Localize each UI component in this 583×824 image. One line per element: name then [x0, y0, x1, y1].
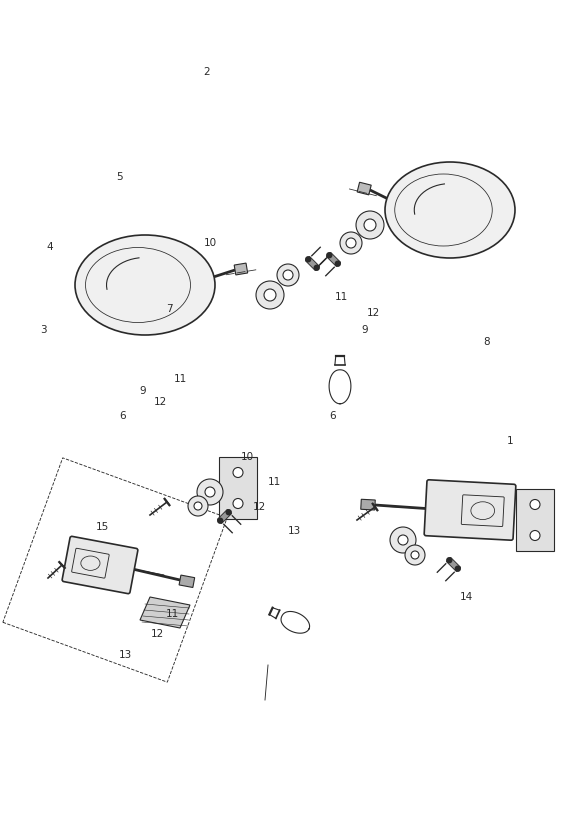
Polygon shape [217, 509, 231, 523]
Circle shape [194, 502, 202, 510]
Text: 13: 13 [288, 527, 301, 536]
Circle shape [256, 281, 284, 309]
Circle shape [356, 211, 384, 239]
Circle shape [530, 531, 540, 541]
Text: 11: 11 [166, 609, 178, 619]
Text: 10: 10 [203, 238, 216, 248]
Text: 7: 7 [166, 304, 173, 314]
Text: 8: 8 [483, 337, 490, 347]
Text: 4: 4 [46, 242, 53, 252]
Text: 5: 5 [116, 172, 123, 182]
Polygon shape [140, 597, 190, 628]
Circle shape [283, 270, 293, 280]
Circle shape [205, 487, 215, 497]
Circle shape [390, 527, 416, 553]
Circle shape [340, 232, 362, 254]
Polygon shape [516, 489, 554, 551]
Circle shape [335, 261, 340, 266]
Text: 9: 9 [361, 325, 368, 335]
Polygon shape [234, 263, 248, 275]
FancyBboxPatch shape [424, 480, 516, 541]
Text: 12: 12 [367, 308, 380, 318]
Circle shape [447, 558, 452, 563]
Text: 11: 11 [268, 477, 280, 487]
Polygon shape [179, 575, 195, 588]
Text: 10: 10 [241, 452, 254, 462]
Circle shape [364, 219, 376, 231]
Circle shape [327, 253, 332, 258]
Text: 15: 15 [96, 522, 108, 532]
Text: 6: 6 [329, 411, 336, 421]
Text: 12: 12 [253, 502, 266, 512]
Text: 11: 11 [174, 374, 187, 384]
Circle shape [411, 551, 419, 559]
Circle shape [217, 518, 223, 523]
Text: 13: 13 [119, 650, 132, 660]
Circle shape [277, 264, 299, 286]
Polygon shape [219, 457, 257, 519]
Circle shape [226, 510, 231, 515]
Polygon shape [357, 182, 371, 194]
Text: 14: 14 [460, 592, 473, 602]
Text: 9: 9 [139, 386, 146, 396]
Text: 11: 11 [335, 292, 347, 302]
Polygon shape [447, 557, 461, 572]
Text: 1: 1 [507, 436, 514, 446]
Polygon shape [326, 252, 340, 266]
Text: 2: 2 [203, 67, 210, 77]
Circle shape [455, 566, 460, 571]
Circle shape [264, 289, 276, 301]
Text: 12: 12 [151, 630, 164, 639]
Circle shape [188, 496, 208, 516]
Circle shape [233, 467, 243, 477]
Circle shape [530, 499, 540, 509]
Polygon shape [361, 499, 375, 510]
Circle shape [314, 265, 319, 270]
Circle shape [233, 499, 243, 508]
Text: 3: 3 [40, 325, 47, 335]
Text: 12: 12 [154, 397, 167, 407]
Ellipse shape [385, 162, 515, 258]
Ellipse shape [75, 235, 215, 335]
FancyBboxPatch shape [62, 536, 138, 593]
Circle shape [346, 238, 356, 248]
Circle shape [305, 257, 311, 262]
Text: 6: 6 [119, 411, 126, 421]
Polygon shape [305, 256, 319, 270]
Circle shape [197, 479, 223, 505]
Circle shape [398, 535, 408, 545]
Circle shape [405, 545, 425, 565]
